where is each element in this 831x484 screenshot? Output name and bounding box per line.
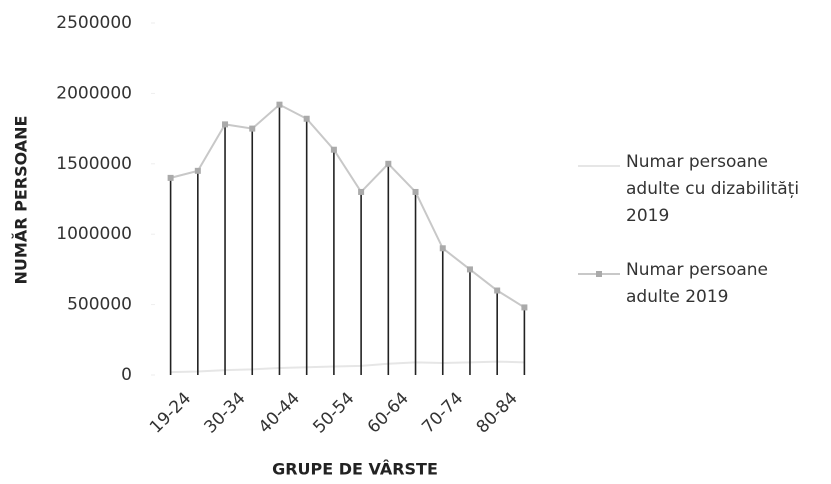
marker — [276, 101, 283, 108]
marker — [494, 287, 501, 294]
legend-line: adulte 2019 — [626, 287, 729, 307]
marker — [303, 115, 310, 122]
marker — [358, 188, 365, 195]
legend-line: Numar persoane — [626, 260, 768, 280]
series-line — [170, 360, 525, 374]
y-tick-label: 2000000 — [56, 83, 132, 103]
marker — [466, 266, 473, 273]
y-axis-title: NUMĂR PERSOANE — [12, 116, 31, 285]
legend-line: Numar persoane — [626, 152, 768, 172]
x-tick-label: 50-54 — [309, 388, 358, 437]
x-tick-label: 19-24 — [146, 388, 195, 437]
marker — [412, 188, 419, 195]
marker — [439, 245, 446, 252]
legend-label: Numar persoane adulte cu dizabilități 2019 — [626, 152, 799, 226]
x-tick-label: 80-84 — [473, 388, 522, 437]
y-tick-label: 1500000 — [56, 154, 132, 174]
legend-marker — [596, 271, 602, 277]
x-tick-label: 60-64 — [364, 388, 413, 437]
y-tick-label: 2500000 — [56, 13, 132, 33]
x-tick-label: 70-74 — [418, 388, 467, 437]
marker — [167, 174, 174, 181]
series-line — [170, 103, 525, 309]
y-tick-label: 1000000 — [56, 224, 132, 244]
legend-label: Numar persoane adulte 2019 — [626, 260, 768, 307]
x-tick-label: 30-34 — [200, 388, 249, 437]
marker — [249, 125, 256, 132]
legend-line: adulte cu dizabilități — [626, 179, 799, 199]
marker — [330, 146, 337, 153]
legend-line: 2019 — [626, 206, 669, 226]
y-tick-label: 0 — [121, 365, 132, 385]
marker — [385, 160, 392, 167]
marker — [521, 304, 528, 311]
x-axis-title: GRUPE DE VÂRSTE — [272, 460, 438, 479]
y-tick-label: 500000 — [67, 295, 132, 315]
x-tick-label: 40-44 — [255, 388, 304, 437]
marker — [194, 167, 201, 174]
marker — [222, 121, 229, 128]
